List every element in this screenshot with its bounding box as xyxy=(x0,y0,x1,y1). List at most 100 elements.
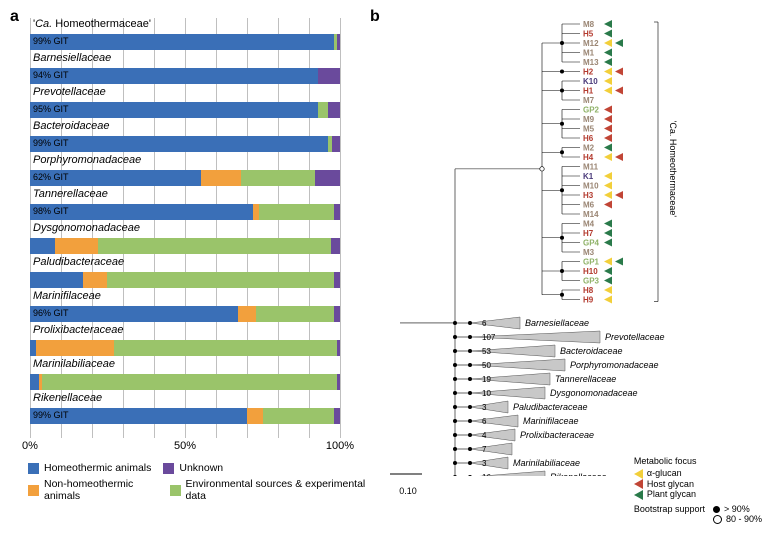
svg-text:3: 3 xyxy=(482,403,487,412)
bar-segment-unk xyxy=(328,102,340,118)
svg-text:M6: M6 xyxy=(583,201,595,210)
x-tick: 100% xyxy=(326,440,354,452)
bar-segment-unk xyxy=(337,34,340,50)
svg-text:H2: H2 xyxy=(583,68,594,77)
panel-a-label: a xyxy=(10,8,19,26)
bar-row: Marinilabiliaceae xyxy=(30,358,340,392)
bar-row: Rikenellaceae99% GIT xyxy=(30,392,340,426)
svg-text:M9: M9 xyxy=(583,115,595,124)
bar-segment-nonhomeo xyxy=(83,272,108,288)
svg-text:M8: M8 xyxy=(583,20,595,29)
family-name: Marinilabiliaceae xyxy=(33,358,115,370)
x-axis: 0%50%100% xyxy=(30,440,340,460)
svg-text:Tannerellaceae: Tannerellaceae xyxy=(555,374,616,384)
bar-segments xyxy=(30,204,340,220)
bar-segment-nonhomeo xyxy=(247,408,263,424)
svg-text:Paludibacteraceae: Paludibacteraceae xyxy=(513,402,588,412)
legend-text: α-glucan xyxy=(647,468,682,478)
bar-segments xyxy=(30,238,340,254)
bar-segment-homeo xyxy=(30,102,318,118)
bar-segment-env xyxy=(241,170,315,186)
panel-b-label: b xyxy=(370,8,380,26)
svg-text:50: 50 xyxy=(482,361,491,370)
bar-segment-unk xyxy=(334,272,340,288)
git-label: 96% GIT xyxy=(33,308,69,318)
svg-text:16: 16 xyxy=(482,473,491,476)
git-label: 98% GIT xyxy=(33,206,69,216)
bar-row: Bacteroidaceae 99% GIT xyxy=(30,120,340,154)
svg-text:107: 107 xyxy=(482,333,496,342)
bar-segment-unk xyxy=(318,68,340,84)
svg-text:M12: M12 xyxy=(583,39,599,48)
svg-text:Prevotellaceae: Prevotellaceae xyxy=(605,332,665,342)
svg-text:M4: M4 xyxy=(583,220,595,229)
bar-row: Paludibacteraceae xyxy=(30,256,340,290)
scale-value: 0.10 xyxy=(390,486,426,496)
svg-text:GP2: GP2 xyxy=(583,106,600,115)
legend-text: Homeothermic animals xyxy=(44,462,151,474)
legend-title: Bootstrap support xyxy=(634,504,705,524)
svg-text:M13: M13 xyxy=(583,58,599,67)
stacked-bar-chart: 'Ca. Homeothermaceae'99% GITBarnesiellac… xyxy=(30,18,340,438)
svg-text:M10: M10 xyxy=(583,182,599,191)
bar-segment-homeo xyxy=(30,272,83,288)
svg-text:Marinifilaceae: Marinifilaceae xyxy=(523,416,579,426)
bar-row: Porphyromonadaceae62% GIT xyxy=(30,154,340,188)
bar-segment-env xyxy=(318,102,327,118)
bar-segment-env xyxy=(107,272,333,288)
bar-segment-env xyxy=(263,408,334,424)
bar-segments xyxy=(30,170,340,186)
circle-icon xyxy=(713,515,722,524)
svg-text:H1: H1 xyxy=(583,87,594,96)
panel-b: b M8H5M12M1M13H2K10H1M7GP2M9M5H6M2H4M11K… xyxy=(370,10,768,538)
family-name: Bacteroidaceae xyxy=(33,120,109,132)
svg-text:Prolixibacteraceae: Prolixibacteraceae xyxy=(520,430,594,440)
svg-text:3: 3 xyxy=(482,459,487,468)
svg-text:H6: H6 xyxy=(583,134,594,143)
svg-text:4: 4 xyxy=(482,431,487,440)
bar-segment-unk xyxy=(334,408,340,424)
bar-segments xyxy=(30,34,340,50)
svg-text:M5: M5 xyxy=(583,125,595,134)
circle-icon xyxy=(713,506,720,513)
svg-text:H8: H8 xyxy=(583,286,594,295)
legend-bootstrap: Bootstrap support> 90%80 - 90% xyxy=(634,504,762,524)
svg-text:K10: K10 xyxy=(583,77,598,86)
x-tick: 50% xyxy=(174,440,196,452)
phylo-tree: M8H5M12M1M13H2K10H1M7GP2M9M5H6M2H4M11K1M… xyxy=(380,16,778,476)
legend-item: Non-homeothermic animals xyxy=(28,478,158,502)
svg-text:10: 10 xyxy=(482,389,491,398)
triangle-icon xyxy=(634,469,643,479)
bar-segment-homeo xyxy=(30,34,334,50)
legend-item: Environmental sources & experimental dat… xyxy=(170,478,367,502)
triangle-icon xyxy=(634,479,643,489)
svg-text:H3: H3 xyxy=(583,191,594,200)
family-name: Prolixibacteraceae xyxy=(33,324,124,336)
bar-segment-homeo xyxy=(30,68,318,84)
svg-text:H9: H9 xyxy=(583,296,594,305)
svg-text:H5: H5 xyxy=(583,30,594,39)
git-label: 95% GIT xyxy=(33,104,69,114)
bar-row: Prevotellaceae95% GIT xyxy=(30,86,340,120)
bar-segments xyxy=(30,340,340,356)
svg-text:M1: M1 xyxy=(583,49,595,58)
legend-text: Host glycan xyxy=(647,479,694,489)
bar-segment-unk xyxy=(337,374,340,390)
svg-text:7: 7 xyxy=(482,445,487,454)
bar-segments xyxy=(30,272,340,288)
legend-a: Homeothermic animalsUnknownNon-homeother… xyxy=(28,462,378,506)
bar-segment-homeo xyxy=(30,374,39,390)
svg-text:GP3: GP3 xyxy=(583,277,600,286)
legend-swatch xyxy=(163,463,174,474)
svg-text:M3: M3 xyxy=(583,248,595,257)
git-label: 99% GIT xyxy=(33,138,69,148)
panel-a: a 'Ca. Homeothermaceae'99% GITBarnesiell… xyxy=(10,10,370,538)
bar-segment-nonhomeo xyxy=(201,170,241,186)
svg-text:M2: M2 xyxy=(583,144,595,153)
bar-row: 'Ca. Homeothermaceae'99% GIT xyxy=(30,18,340,52)
git-label: 94% GIT xyxy=(33,70,69,80)
scale-bar: 0.10 xyxy=(390,470,426,496)
svg-text:Dysgonomonadaceae: Dysgonomonadaceae xyxy=(550,388,638,398)
svg-text:53: 53 xyxy=(482,347,491,356)
triangle-icon xyxy=(634,490,643,500)
